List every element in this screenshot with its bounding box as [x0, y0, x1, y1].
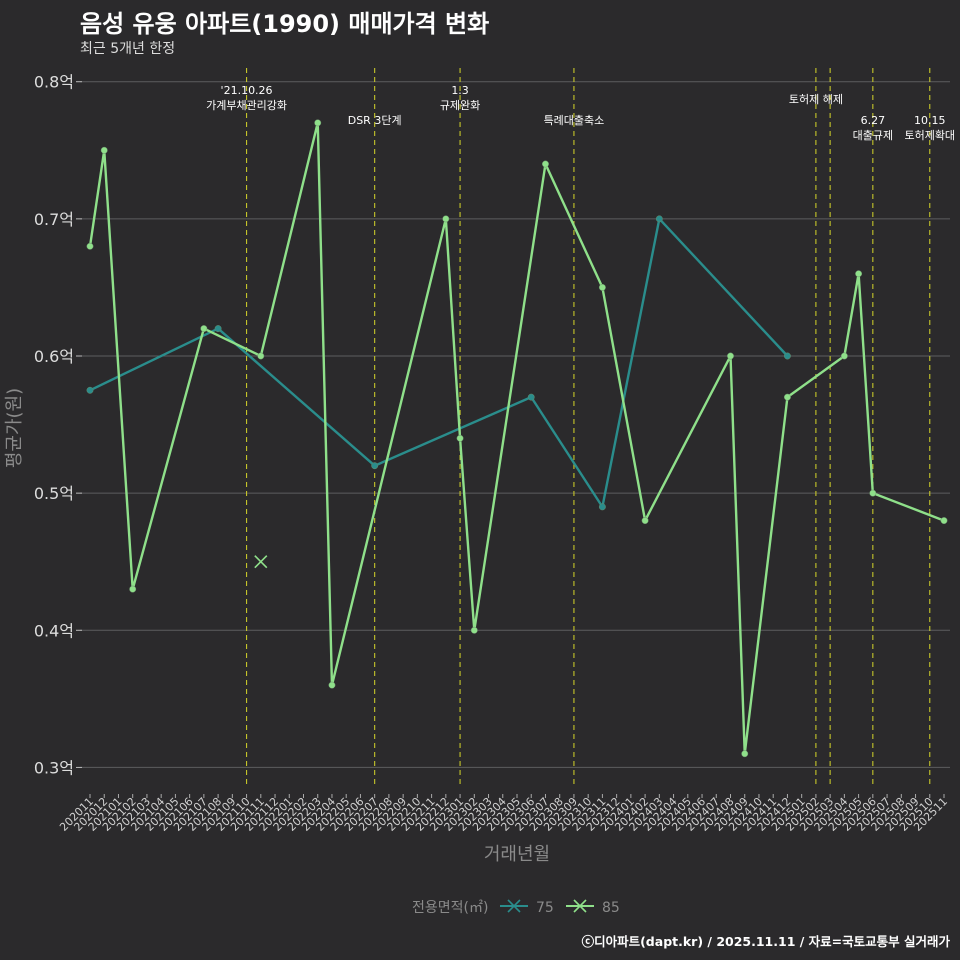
data-point-75: [783, 352, 791, 360]
event-label: 토허제확대: [904, 129, 955, 142]
data-point-85: [328, 681, 336, 689]
data-point-85: [855, 270, 863, 278]
data-point-75: [598, 503, 606, 511]
event-label: 규제완화: [440, 99, 480, 112]
event-label: 토허제 해제: [789, 92, 843, 106]
event-label: 대출규제: [853, 129, 893, 142]
legend-label: 85: [602, 900, 620, 916]
data-point-85: [470, 626, 478, 634]
legend-item-75: 75: [500, 899, 554, 916]
event-label: 1.3: [451, 84, 469, 97]
data-point-85: [641, 517, 649, 525]
legend-swatch-mark: [507, 899, 521, 913]
data-point-85: [442, 215, 450, 223]
y-axis-title: 평균가(원): [4, 388, 25, 468]
data-point-85: [840, 352, 848, 360]
data-point-85: [456, 434, 464, 442]
data-point-85: [598, 283, 606, 291]
y-tick-label: 0.8억: [34, 73, 74, 92]
data-point-75: [86, 386, 94, 394]
event-label: DSR 3단계: [348, 114, 402, 127]
data-point-85: [869, 489, 877, 497]
source-caption: ⓒ디아파트(dapt.kr) / 2025.11.11 / 자료=국토교통부 실…: [581, 934, 950, 949]
data-point-75: [655, 215, 663, 223]
data-point-85: [86, 242, 94, 250]
event-label: 가계부채관리강화: [206, 99, 287, 112]
y-tick-label: 0.3억: [34, 758, 74, 777]
y-tick-label: 0.5억: [34, 484, 74, 503]
event-label: 특례대출축소: [544, 114, 605, 127]
data-point-85: [314, 119, 322, 127]
data-point-85: [129, 585, 137, 593]
data-point-85: [741, 750, 749, 758]
data-point-85: [257, 352, 265, 360]
outlier-marker: [254, 555, 268, 569]
series-line-85: [88, 121, 945, 755]
y-tick-label: 0.4억: [34, 621, 74, 640]
data-point-85: [940, 517, 948, 525]
event-label: '21.10.26: [221, 84, 273, 97]
y-tick-label: 0.6억: [34, 347, 74, 366]
x-axis-title: 거래년월: [484, 844, 550, 865]
data-point-85: [542, 160, 549, 168]
chart-subtitle: 최근 5개년 한정: [80, 41, 176, 57]
data-point-85: [783, 393, 791, 401]
data-point-85: [727, 352, 734, 360]
data-point-85: [200, 325, 208, 333]
legend-item-85: 85: [566, 899, 620, 916]
data-point-75: [371, 462, 379, 470]
y-tick-label: 0.7억: [34, 210, 74, 229]
chart-title: 음성 유웅 아파트(1990) 매매가격 변화: [80, 10, 490, 38]
data-point-75: [214, 325, 222, 333]
legend-label: 75: [536, 900, 554, 916]
event-label: 6.27: [861, 114, 886, 127]
legend-title: 전용면적(㎡): [412, 900, 488, 916]
legend-swatch-mark: [573, 899, 587, 913]
outlier-stroke: [254, 555, 268, 569]
event-label: 10.15: [914, 114, 946, 127]
data-point-85: [100, 146, 108, 154]
data-point-75: [527, 393, 535, 401]
